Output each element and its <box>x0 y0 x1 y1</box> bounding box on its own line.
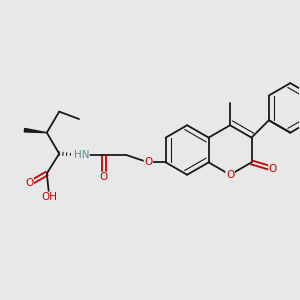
Text: O: O <box>100 172 108 182</box>
Polygon shape <box>24 128 47 133</box>
Text: O: O <box>269 164 277 174</box>
Text: O: O <box>226 170 234 180</box>
Text: OH: OH <box>41 192 57 202</box>
Text: HN: HN <box>74 150 89 160</box>
Text: O: O <box>144 158 152 167</box>
Text: O: O <box>26 178 34 188</box>
